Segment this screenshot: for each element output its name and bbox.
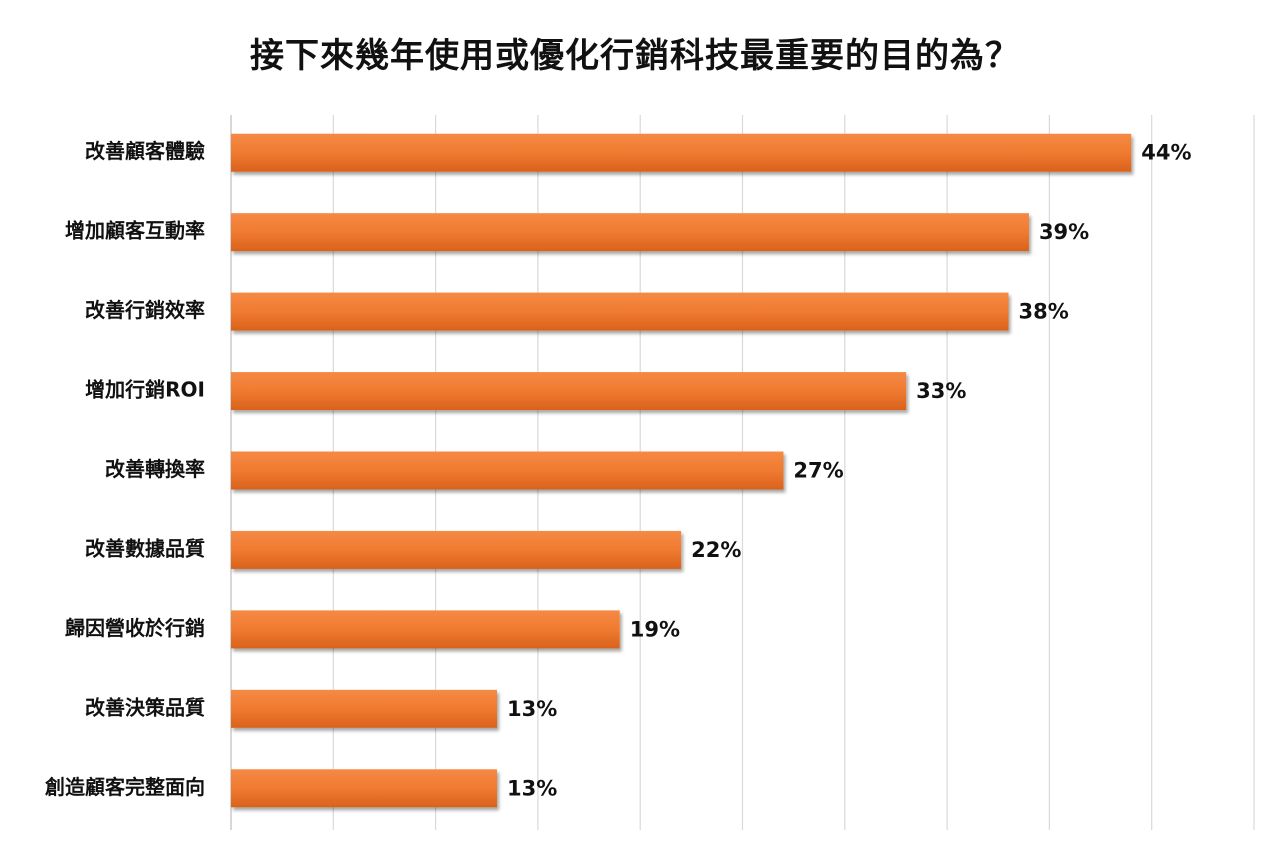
category-label: 增加顧客互動率 — [65, 219, 205, 243]
bar — [231, 292, 1009, 331]
category-label: 改善轉換率 — [105, 457, 205, 481]
chart-title: 接下來幾年使用或優化行銷科技最重要的目的為？ — [250, 36, 1020, 76]
bar — [231, 769, 497, 808]
bar — [231, 689, 497, 728]
bar — [231, 451, 784, 490]
value-label: 39% — [1039, 220, 1089, 244]
bar — [231, 372, 907, 411]
value-label: 38% — [1018, 300, 1068, 324]
value-label: 13% — [507, 776, 557, 800]
category-label: 歸因營收於行銷 — [65, 616, 205, 640]
labels: 改善顧客體驗 44% 增加顧客互動率 39% 改善行銷效率 38% 增加行銷ROI 33% 改善… — [44, 139, 1192, 800]
value-label: 27% — [793, 459, 843, 483]
category-label: 改善行銷效率 — [85, 298, 205, 322]
category-label: 改善數據品質 — [85, 536, 205, 560]
value-label: 19% — [630, 617, 680, 641]
category-label: 創造顧客完整面向 — [44, 775, 205, 799]
bar — [231, 530, 682, 569]
category-label: 改善決策品質 — [85, 695, 205, 719]
bar — [231, 213, 1029, 252]
value-label: 33% — [916, 379, 966, 403]
value-label: 13% — [507, 697, 557, 721]
bar — [231, 133, 1132, 172]
category-label: 增加行銷ROI — [85, 378, 205, 402]
value-label: 22% — [691, 538, 741, 562]
bar — [231, 610, 620, 649]
category-label: 改善顧客體驗 — [85, 139, 205, 163]
value-label: 44% — [1141, 141, 1191, 165]
bars — [231, 133, 1132, 808]
